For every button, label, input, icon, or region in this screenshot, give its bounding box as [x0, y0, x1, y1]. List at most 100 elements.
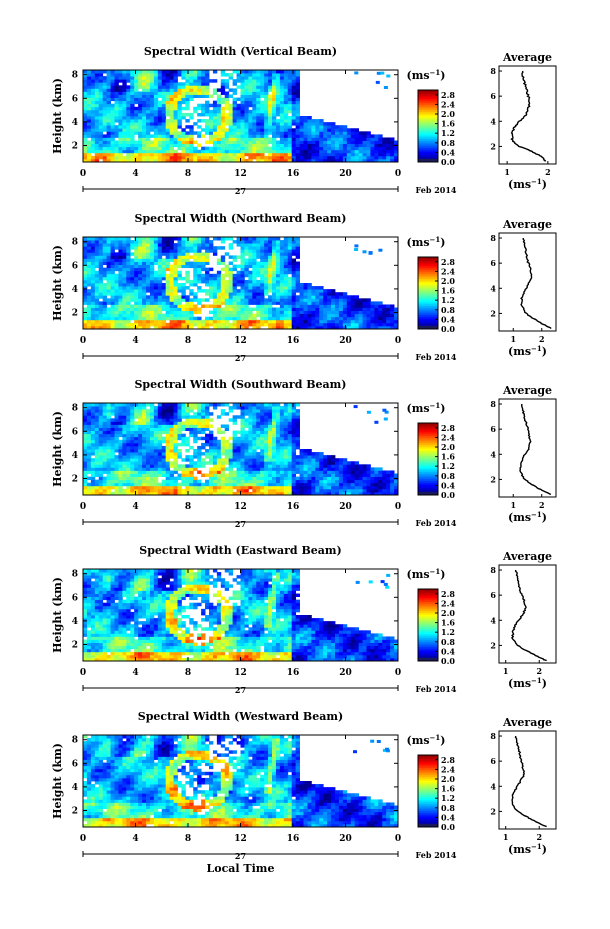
heatmap-cell — [299, 116, 304, 120]
heatmap-cell — [228, 270, 234, 275]
heatmap-cell — [134, 146, 139, 151]
heatmap-cell — [165, 415, 171, 419]
heatmap-cell — [366, 313, 371, 318]
heatmap-cell — [157, 449, 163, 453]
heatmap-cell — [134, 122, 139, 126]
heatmap-cell — [370, 152, 375, 157]
heatmap-cell — [134, 264, 139, 269]
heatmap-cell — [350, 131, 356, 135]
heatmap-cell — [299, 119, 304, 123]
heatmap-cell — [279, 106, 285, 111]
heatmap-cell — [102, 246, 108, 250]
heatmap-cell — [201, 152, 206, 157]
heatmap-cell — [153, 273, 159, 278]
heatmap-cell — [177, 476, 182, 481]
colorbar-swatch — [418, 115, 438, 118]
heatmap-cell — [98, 258, 104, 262]
heatmap-cell — [153, 143, 159, 148]
heatmap-cell — [299, 298, 304, 302]
heatmap-cell — [153, 301, 159, 305]
heatmap-cell — [130, 70, 135, 74]
heatmap-cell — [106, 412, 111, 416]
heatmap-cell — [94, 433, 100, 438]
heatmap-cell — [185, 412, 190, 416]
heatmap-cell — [138, 279, 143, 284]
heatmap-cell — [275, 91, 281, 95]
heatmap-cell — [161, 436, 167, 441]
heatmap-cell — [319, 158, 324, 163]
heatmap-cell — [146, 313, 151, 318]
heatmap-cell — [130, 240, 135, 244]
heatmap-cell — [90, 488, 96, 493]
heatmap-cell — [279, 261, 285, 265]
heatmap-cell — [83, 91, 88, 95]
heatmap-cell — [209, 304, 214, 308]
heatmap-cell — [346, 310, 352, 315]
heatmap-cell — [209, 286, 214, 290]
heatmap-cell — [228, 134, 234, 138]
heatmap-cell — [169, 73, 174, 77]
heatmap-cell — [362, 301, 367, 305]
heatmap-cell — [106, 461, 111, 465]
heatmap-cell — [94, 134, 100, 138]
heatmap-cell — [390, 304, 395, 308]
heatmap-cell — [272, 264, 277, 269]
heatmap-cell — [142, 137, 147, 141]
heatmap-cell — [335, 140, 340, 144]
heatmap-cell — [153, 146, 159, 151]
heatmap-cell — [169, 122, 174, 126]
heatmap-cell — [287, 100, 293, 105]
heatmap-cell — [106, 76, 111, 80]
heatmap-cell — [201, 82, 206, 86]
heatmap-cell — [272, 319, 277, 324]
heatmap-cell — [216, 442, 222, 447]
heatmap-cell — [90, 128, 96, 132]
heatmap-cell — [110, 258, 115, 262]
heatmap-cell — [126, 406, 131, 410]
heatmap-cell — [169, 76, 174, 80]
heatmap-cell — [181, 283, 186, 287]
heatmap-cell — [138, 122, 143, 126]
heatmap-cell — [153, 237, 159, 241]
heatmap-cell — [149, 427, 155, 431]
heatmap-cell — [240, 412, 245, 416]
heatmap-cell — [114, 418, 119, 422]
heatmap-cell — [216, 292, 222, 296]
heatmap-cell — [205, 427, 210, 431]
heatmap-cell — [378, 301, 383, 305]
heatmap-cell — [212, 488, 218, 493]
heatmap-cell — [260, 152, 265, 157]
heatmap-cell — [220, 292, 226, 296]
colorbar-tick-label: 2.4 — [441, 99, 455, 109]
heatmap-cell — [252, 119, 257, 123]
heatmap-cell — [327, 131, 332, 135]
heatmap-cell — [390, 322, 395, 327]
x-tick-label: 0 — [80, 169, 86, 179]
heatmap-cell — [311, 119, 316, 123]
heatmap-cell — [138, 249, 143, 253]
heatmap-cell — [201, 237, 206, 241]
heatmap-cell — [264, 316, 269, 321]
heatmap-cell — [272, 106, 277, 111]
heatmap-cell — [189, 112, 194, 117]
heatmap-cell — [354, 313, 360, 318]
heatmap-cell — [181, 295, 186, 299]
heatmap-cell — [252, 131, 257, 135]
heatmap-cell — [248, 436, 253, 441]
heatmap-cell — [299, 125, 304, 129]
heatmap-cell — [94, 467, 100, 471]
heatmap-cell — [216, 125, 222, 129]
heatmap-cell — [279, 116, 285, 120]
heatmap-cell — [283, 128, 289, 132]
heatmap-cell — [240, 491, 245, 496]
heatmap-cell — [157, 403, 163, 407]
heatmap-cell — [252, 143, 257, 148]
heatmap-cell — [86, 316, 92, 321]
heatmap-cell — [268, 304, 273, 308]
heatmap-cell — [122, 427, 127, 431]
heatmap-cell — [209, 412, 214, 416]
heatmap-cell — [260, 134, 265, 138]
heatmap-cell — [94, 106, 100, 111]
heatmap-cell — [315, 152, 320, 157]
heatmap-cell — [189, 313, 194, 318]
